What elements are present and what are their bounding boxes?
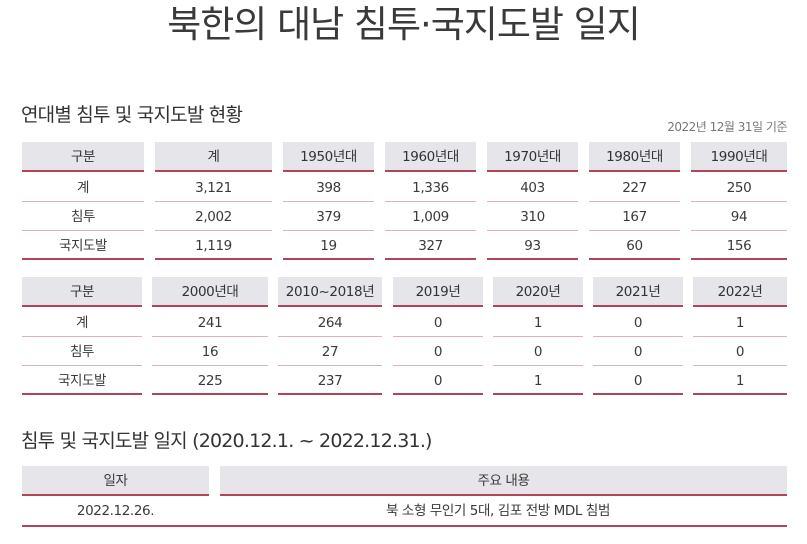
table-cell: 2,002 [155,203,272,231]
table-cell: 225 [152,367,268,395]
table-header-cell: 1980년대 [589,142,680,172]
table-cell: 0 [593,309,683,337]
table-header-cell: 2010~2018년 [278,277,382,307]
table-cell: 237 [278,367,382,395]
table-row-label: 계 [22,309,142,337]
decade-table: 구분 계 1950년대 1960년대 1970년대 1980년대 1990년대 … [22,142,787,260]
table-header-cell: 1960년대 [385,142,476,172]
table-row-label: 국지도발 [22,367,142,395]
table-cell: 310 [487,203,578,231]
table-cell: 1 [493,367,583,395]
log-date-cell: 2022.12.26. [22,498,209,527]
table-header-cell: 2020년 [493,277,583,307]
table-cell: 94 [691,203,787,231]
table-header-cell: 2022년 [693,277,787,307]
table-header-cell: 1990년대 [691,142,787,172]
table-cell: 403 [487,174,578,202]
table-cell: 227 [589,174,680,202]
log-content-cell: 북 소형 무인기 5대, 김포 전방 MDL 침범 [209,498,787,527]
table-cell: 3,121 [155,174,272,202]
summary-section-title: 연대별 침투 및 국지도발 현황 [21,104,243,126]
table-cell: 379 [283,203,374,231]
table-header-cell: 계 [155,142,272,172]
table-row-label: 계 [22,174,144,202]
table-cell: 0 [693,338,787,366]
table-header-cell: 1970년대 [487,142,578,172]
table-cell: 0 [593,367,683,395]
log-section-title: 침투 및 국지도발 일지 (2020.12.1. ~ 2022.12.31.) [21,430,432,452]
page-title: 북한의 대남 침투·국지도발 일지 [167,3,641,46]
table-cell: 16 [152,338,268,366]
table-cell: 0 [493,338,583,366]
table-cell: 167 [589,203,680,231]
basis-date: 2022년 12월 31일 기준 [667,120,787,134]
table-cell: 1,119 [155,232,272,260]
table-cell: 398 [283,174,374,202]
table-header-cell: 2000년대 [152,277,268,307]
table-header-cell: 주요 내용 [220,466,787,496]
table-cell: 93 [487,232,578,260]
table-cell: 1,336 [385,174,476,202]
table-cell: 327 [385,232,476,260]
table-header-cell: 2021년 [593,277,683,307]
table-header-cell: 2019년 [393,277,483,307]
table-header-cell: 일자 [22,466,209,496]
table-cell: 19 [283,232,374,260]
table-cell: 0 [393,309,483,337]
incident-log-table: 일자 주요 내용 2022.12.26. 북 소형 무인기 5대, 김포 전방 … [22,466,787,528]
table-cell: 60 [589,232,680,260]
table-cell: 27 [278,338,382,366]
table-row-label: 침투 [22,203,144,231]
table-cell: 0 [393,367,483,395]
table-cell: 1 [493,309,583,337]
table-cell: 156 [691,232,787,260]
table-cell: 241 [152,309,268,337]
table-cell: 1 [693,367,787,395]
table-header-cell: 1950년대 [283,142,374,172]
table-cell: 0 [393,338,483,366]
table-cell: 1,009 [385,203,476,231]
recent-years-table: 구분 2000년대 2010~2018년 2019년 2020년 2021년 2… [22,277,787,395]
table-cell: 1 [693,309,787,337]
table-cell: 264 [278,309,382,337]
table-header-cell: 구분 [22,277,142,307]
table-row-label: 국지도발 [22,232,144,260]
table-row-label: 침투 [22,338,142,366]
table-cell: 250 [691,174,787,202]
table-header-cell: 구분 [22,142,144,172]
table-cell: 0 [593,338,683,366]
